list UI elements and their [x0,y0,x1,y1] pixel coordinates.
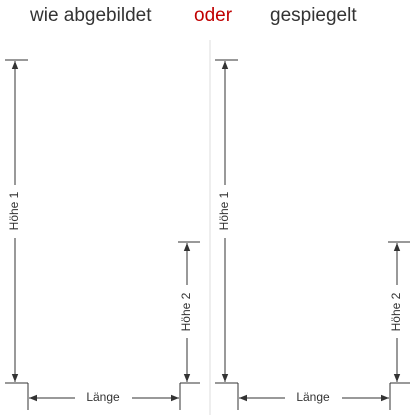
height1-label: Höhe 1 [217,191,231,230]
header-middle: oder [194,5,233,26]
panel: Höhe 1 Höhe 2 Länge [215,59,410,410]
height2-label: Höhe 2 [389,292,403,331]
panel: Höhe 1 Höhe 2 Länge [5,59,200,410]
header-left: wie abgebildet [29,5,152,26]
length-label: Länge [296,390,330,404]
header-right: gespiegelt [270,5,357,26]
length-label: Länge [86,390,120,404]
height1-label: Höhe 1 [7,191,21,230]
height2-label: Höhe 2 [179,292,193,331]
